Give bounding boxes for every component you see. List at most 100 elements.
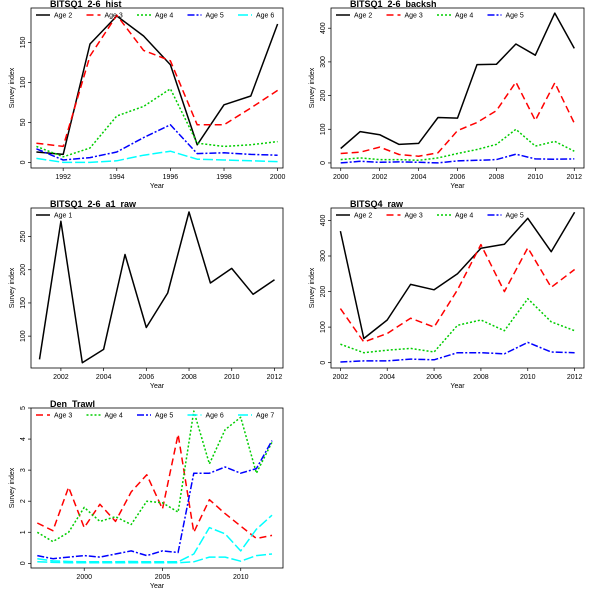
x-tick-label: 2012 — [567, 374, 583, 381]
y-tick-label: 150 — [20, 36, 27, 48]
series-line-age-2 — [36, 15, 279, 156]
chart-title: BITSQ1_2-6_hist — [50, 0, 122, 9]
y-axis-label: Survey index — [309, 67, 316, 108]
series-line-age-6 — [37, 514, 273, 563]
series-line-age-1 — [38, 211, 275, 364]
series-line-age-4 — [36, 410, 273, 543]
legend-label-age-4: Age 4 — [105, 413, 123, 420]
legend-label-age-4: Age 4 — [155, 13, 173, 20]
x-tick-label: 2006 — [426, 374, 442, 381]
x-tick-label: 2008 — [181, 374, 197, 381]
x-tick-label: 2006 — [450, 174, 466, 181]
y-tick-label: 400 — [320, 22, 327, 34]
x-tick-label: 2002 — [53, 374, 69, 381]
x-tick-label: 1996 — [163, 174, 179, 181]
y-tick-label: 200 — [320, 286, 327, 298]
series-line-age-2 — [339, 211, 576, 340]
legend-label-age-2: Age 2 — [54, 13, 72, 20]
series-line-age-3 — [339, 243, 576, 343]
series-line-age-3 — [340, 81, 575, 157]
legend-label-age-5: Age 5 — [206, 13, 224, 20]
legend-label-age-5: Age 5 — [506, 13, 524, 20]
chart-title: BITSQ1_2-6_a1_raw — [50, 199, 137, 209]
chart-panel-5: Den_Trawl 2000 2005 2010 0 1 2 3 4 5 Year Survey in… — [9, 399, 284, 590]
x-tick-label: 2010 — [528, 174, 544, 181]
x-tick-label: 2004 — [379, 374, 395, 381]
legend-label-age-6: Age 6 — [256, 13, 274, 20]
y-tick-label: 5 — [20, 406, 27, 410]
legend-label-age-5: Age 5 — [155, 413, 173, 420]
y-tick-label: 100 — [320, 321, 327, 333]
y-tick-label: 200 — [20, 264, 27, 276]
legend-label-age-4: Age 4 — [455, 213, 473, 220]
y-tick-label: 3 — [20, 468, 27, 472]
plot-frame — [330, 207, 585, 369]
legend: Age 1 — [36, 213, 72, 220]
series-line-age-5 — [36, 124, 278, 161]
chart-panel-3: BITSQ1_2-6_a1_raw 2002 2004 2006 2008 2010 201… — [9, 199, 284, 390]
x-tick-label: 2004 — [96, 374, 112, 381]
legend: Age 3 Age 4 Age 5 Age 6 Age 7 — [36, 413, 274, 420]
legend: Age 2 Age 3 Age 4 Age 5 — [336, 13, 524, 20]
plot-frame — [30, 407, 284, 569]
legend-label-age-3: Age 3 — [54, 413, 72, 420]
legend-label-age-7: Age 7 — [256, 413, 274, 420]
y-tick-label: 100 — [20, 76, 27, 88]
y-axis-label: Survey index — [309, 267, 316, 308]
legend-label-age-3: Age 3 — [105, 13, 123, 20]
y-tick-label: 50 — [20, 118, 27, 126]
y-tick-label: 300 — [320, 250, 327, 262]
legend-label-age-2: Age 2 — [354, 13, 372, 20]
series-line-age-6 — [36, 150, 278, 164]
plot-frame — [30, 207, 284, 369]
y-tick-label: 2 — [20, 499, 27, 503]
series-line-age-2 — [340, 12, 575, 150]
y-tick-label: 100 — [20, 330, 27, 342]
x-tick-label: 2002 — [372, 174, 388, 181]
x-axis-label: Year — [150, 383, 165, 390]
legend-label-age-5: Age 5 — [506, 213, 524, 220]
x-tick-label: 2000 — [270, 174, 286, 181]
x-tick-label: 1998 — [216, 174, 232, 181]
x-tick-label: 2006 — [139, 374, 155, 381]
y-tick-label: 100 — [320, 123, 327, 135]
y-tick-label: 1 — [20, 530, 27, 534]
series-line-age-5 — [37, 440, 273, 560]
x-tick-label: 2000 — [333, 174, 349, 181]
x-tick-label: 2012 — [566, 174, 582, 181]
y-tick-label: 0 — [320, 361, 327, 365]
y-tick-label: 0 — [320, 161, 327, 165]
legend-label-age-6: Age 6 — [206, 413, 224, 420]
series-line-age-4 — [340, 128, 575, 162]
x-tick-label: 2005 — [155, 574, 171, 581]
series-line-age-4 — [36, 88, 278, 158]
series-line-age-3 — [36, 433, 273, 540]
legend-label-age-2: Age 2 — [354, 213, 372, 220]
y-tick-label: 0 — [20, 160, 27, 164]
y-tick-label: 400 — [320, 215, 327, 227]
y-tick-label: 250 — [20, 231, 27, 243]
series-line-age-5 — [340, 153, 575, 164]
y-tick-label: 0 — [20, 561, 27, 565]
legend-label-age-3: Age 3 — [405, 213, 423, 220]
legend-label-age-3: Age 3 — [405, 13, 423, 20]
x-tick-label: 2010 — [520, 374, 536, 381]
x-axis-label: Year — [450, 383, 465, 390]
legend: Age 2 Age 3 Age 4 Age 5 — [336, 213, 524, 220]
legend: Age 2 Age 3 Age 4 Age 5 Age 6 — [36, 13, 274, 20]
x-axis-label: Year — [450, 183, 465, 190]
x-axis-label: Year — [150, 183, 165, 190]
x-tick-label: 2004 — [411, 174, 427, 181]
x-tick-label: 2002 — [333, 374, 349, 381]
x-tick-label: 2010 — [233, 574, 249, 581]
legend-label-age-1: Age 1 — [54, 213, 72, 220]
chart-title: Den_Trawl — [50, 399, 95, 409]
y-tick-label: 300 — [320, 56, 327, 68]
series-line-age-4 — [340, 297, 575, 354]
y-tick-label: 4 — [20, 437, 27, 441]
x-tick-label: 2012 — [267, 374, 283, 381]
x-tick-label: 2008 — [489, 174, 505, 181]
legend-label-age-4: Age 4 — [455, 13, 473, 20]
